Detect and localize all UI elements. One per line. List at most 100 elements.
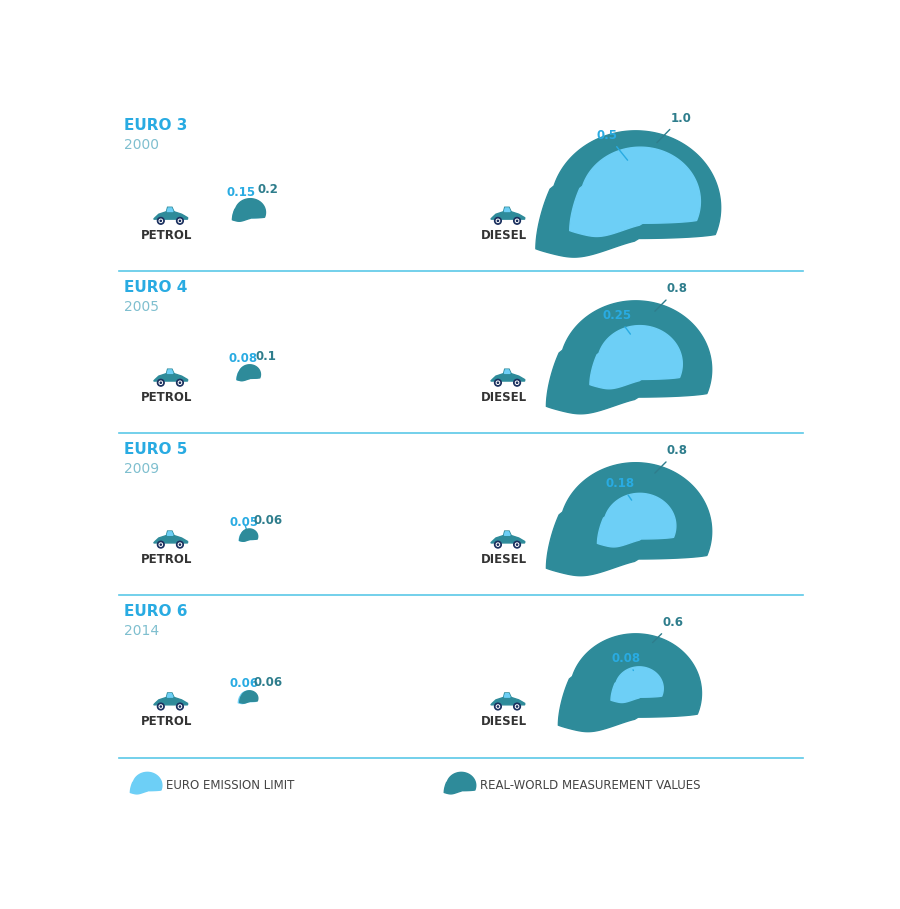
Circle shape bbox=[516, 219, 518, 223]
Circle shape bbox=[176, 704, 184, 710]
Circle shape bbox=[178, 381, 182, 385]
Polygon shape bbox=[546, 463, 712, 575]
Circle shape bbox=[514, 541, 520, 548]
Circle shape bbox=[178, 219, 182, 223]
Circle shape bbox=[496, 381, 500, 385]
Polygon shape bbox=[504, 694, 510, 697]
Circle shape bbox=[159, 381, 162, 385]
Circle shape bbox=[160, 544, 161, 545]
Text: 0.2: 0.2 bbox=[256, 183, 279, 201]
Circle shape bbox=[494, 379, 501, 386]
Circle shape bbox=[179, 706, 181, 707]
Polygon shape bbox=[536, 131, 721, 257]
Polygon shape bbox=[491, 374, 525, 381]
Polygon shape bbox=[154, 535, 187, 543]
Circle shape bbox=[158, 704, 164, 710]
Circle shape bbox=[498, 220, 499, 222]
Circle shape bbox=[159, 543, 162, 546]
Polygon shape bbox=[167, 208, 173, 212]
Text: 0.1: 0.1 bbox=[252, 350, 276, 367]
Text: 0.15: 0.15 bbox=[227, 186, 256, 205]
Polygon shape bbox=[239, 530, 256, 541]
Polygon shape bbox=[154, 212, 187, 219]
Circle shape bbox=[178, 543, 182, 546]
Text: DIESEL: DIESEL bbox=[481, 714, 526, 727]
Text: EURO EMISSION LIMIT: EURO EMISSION LIMIT bbox=[166, 779, 294, 792]
Circle shape bbox=[160, 706, 161, 707]
Circle shape bbox=[159, 219, 162, 223]
Polygon shape bbox=[237, 366, 257, 381]
Polygon shape bbox=[239, 529, 257, 541]
Polygon shape bbox=[504, 370, 510, 374]
Text: 0.8: 0.8 bbox=[655, 283, 688, 311]
Text: EURO 3: EURO 3 bbox=[124, 118, 187, 134]
Circle shape bbox=[160, 382, 161, 384]
Text: 0.08: 0.08 bbox=[229, 352, 258, 368]
Circle shape bbox=[176, 217, 184, 225]
Text: 2014: 2014 bbox=[124, 624, 159, 638]
Polygon shape bbox=[166, 207, 174, 212]
Text: 2009: 2009 bbox=[124, 462, 159, 476]
Text: 2000: 2000 bbox=[124, 138, 159, 153]
Text: DIESEL: DIESEL bbox=[481, 553, 526, 565]
Text: 0.06: 0.06 bbox=[230, 677, 258, 693]
Polygon shape bbox=[130, 773, 162, 794]
Text: REAL-WORLD MEASUREMENT VALUES: REAL-WORLD MEASUREMENT VALUES bbox=[480, 779, 700, 792]
Polygon shape bbox=[558, 634, 701, 732]
Circle shape bbox=[494, 217, 501, 225]
Polygon shape bbox=[154, 697, 187, 704]
Polygon shape bbox=[611, 667, 663, 703]
Circle shape bbox=[158, 379, 164, 386]
Text: PETROL: PETROL bbox=[141, 391, 193, 404]
Polygon shape bbox=[238, 691, 256, 704]
Polygon shape bbox=[237, 365, 260, 381]
Circle shape bbox=[496, 219, 500, 223]
Circle shape bbox=[178, 704, 182, 708]
Text: 0.06: 0.06 bbox=[251, 514, 283, 531]
Polygon shape bbox=[491, 535, 525, 543]
Circle shape bbox=[496, 704, 500, 708]
Circle shape bbox=[516, 543, 518, 546]
Text: EURO 4: EURO 4 bbox=[124, 280, 187, 295]
Polygon shape bbox=[504, 532, 510, 535]
Circle shape bbox=[176, 541, 184, 548]
Circle shape bbox=[496, 543, 500, 546]
Polygon shape bbox=[154, 374, 187, 381]
Polygon shape bbox=[491, 697, 525, 704]
Polygon shape bbox=[239, 691, 257, 704]
Polygon shape bbox=[504, 208, 510, 212]
Text: 0.05: 0.05 bbox=[230, 516, 259, 529]
Circle shape bbox=[158, 541, 164, 548]
Circle shape bbox=[159, 704, 162, 708]
Polygon shape bbox=[166, 369, 174, 374]
Text: 0.06: 0.06 bbox=[251, 676, 283, 693]
Polygon shape bbox=[503, 207, 511, 212]
Polygon shape bbox=[233, 201, 261, 221]
Polygon shape bbox=[445, 773, 476, 794]
Polygon shape bbox=[166, 531, 174, 535]
Polygon shape bbox=[491, 212, 525, 219]
Circle shape bbox=[514, 704, 520, 710]
Text: 0.6: 0.6 bbox=[652, 616, 684, 643]
Text: 0.8: 0.8 bbox=[655, 445, 688, 473]
Circle shape bbox=[494, 541, 501, 548]
Circle shape bbox=[179, 382, 181, 384]
Circle shape bbox=[498, 544, 499, 545]
Text: 0.5: 0.5 bbox=[597, 129, 627, 160]
Text: PETROL: PETROL bbox=[141, 553, 193, 565]
Text: 0.18: 0.18 bbox=[606, 477, 634, 500]
Text: DIESEL: DIESEL bbox=[481, 391, 526, 404]
Circle shape bbox=[179, 544, 181, 545]
Circle shape bbox=[158, 217, 164, 225]
Circle shape bbox=[516, 704, 518, 708]
Circle shape bbox=[498, 706, 499, 707]
Polygon shape bbox=[232, 199, 266, 221]
Polygon shape bbox=[570, 147, 700, 236]
Text: 1.0: 1.0 bbox=[657, 112, 691, 143]
Circle shape bbox=[516, 381, 518, 385]
Polygon shape bbox=[167, 694, 173, 697]
Circle shape bbox=[494, 704, 501, 710]
Text: 0.25: 0.25 bbox=[602, 309, 631, 335]
Text: EURO 6: EURO 6 bbox=[124, 604, 187, 619]
Text: EURO 5: EURO 5 bbox=[124, 442, 187, 457]
